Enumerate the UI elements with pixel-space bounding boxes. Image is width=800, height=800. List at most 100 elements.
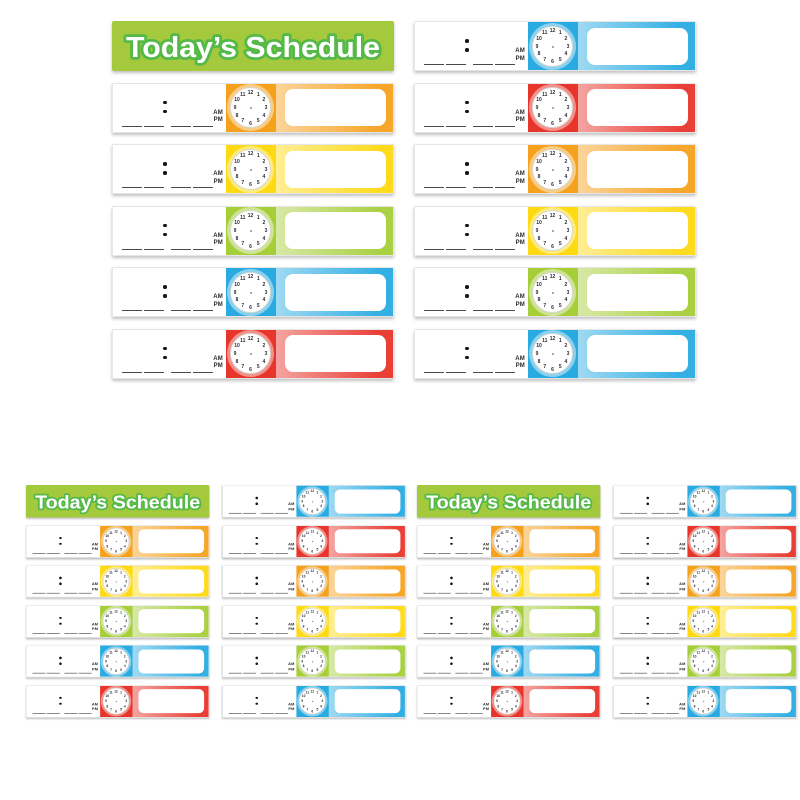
activity-write-space xyxy=(285,89,386,126)
clock-number: 8 xyxy=(693,544,696,549)
clock-center-dot xyxy=(551,168,554,171)
colon-dot xyxy=(646,622,649,625)
activity-label-area xyxy=(132,565,209,597)
time-blank-line xyxy=(634,592,648,594)
clock-number: 2 xyxy=(262,343,266,350)
clock-number: 4 xyxy=(711,624,713,629)
clock-number: 10 xyxy=(301,534,306,539)
clock-center-dot xyxy=(506,540,508,543)
clock-number: 6 xyxy=(249,366,252,373)
clock-number: 11 xyxy=(696,690,701,695)
time-blank-line xyxy=(64,672,78,674)
colon-dot xyxy=(163,223,167,227)
clock-face: 12 1 2 3 4 5 6 7 8 9 10 11 xyxy=(689,607,717,635)
clock-panel: 12 1 2 3 4 5 6 7 8 9 10 11 xyxy=(528,329,578,378)
schedule-strip-red: AM PM 12 1 2 3 4 5 6 7 8 9 10 11 xyxy=(26,684,210,718)
clock-number: 12 xyxy=(114,689,118,694)
schedule-strip-yellow: AM PM 12 1 2 3 4 5 6 7 8 9 10 11 xyxy=(613,604,797,638)
colon-dot xyxy=(646,662,649,665)
activity-label-area xyxy=(523,605,600,637)
time-blank-line xyxy=(634,512,648,514)
schedule-strip-red: AM PM 12 1 2 3 4 5 6 7 8 9 10 11 xyxy=(222,524,406,558)
time-blank-line xyxy=(665,592,679,594)
clock-panel: 12 1 2 3 4 5 6 7 8 9 10 11 xyxy=(226,206,276,255)
clock-center-dot xyxy=(311,660,314,663)
clock-number: 12 xyxy=(505,609,509,614)
ampm-labels: AM PM xyxy=(483,662,489,672)
clock-number: 12 xyxy=(701,569,706,574)
colon-dot xyxy=(450,576,453,579)
activity-label-area xyxy=(132,645,209,677)
colon-dot xyxy=(255,496,258,499)
activity-write-space xyxy=(529,529,596,554)
clock-number: 9 xyxy=(496,659,498,664)
time-blank-line xyxy=(469,632,483,634)
clock-center-dot xyxy=(115,660,117,663)
clock-number: 7 xyxy=(110,708,112,713)
clock-number: 3 xyxy=(321,579,324,584)
clock-number: 10 xyxy=(692,614,697,619)
activity-write-space xyxy=(587,335,688,372)
clock-number: 9 xyxy=(692,659,695,664)
clock-center-dot xyxy=(506,660,508,663)
clock-number: 1 xyxy=(316,530,319,535)
clock-number: 11 xyxy=(696,570,701,575)
am-label: AM xyxy=(91,542,99,547)
clock-number: 12 xyxy=(310,609,315,614)
clock-panel: 12 1 2 3 4 5 6 7 8 9 10 11 xyxy=(528,268,578,316)
clock-number: 5 xyxy=(558,302,562,309)
clock-center-dot xyxy=(249,107,252,110)
banner-title-art: Today’s Schedule xyxy=(424,490,593,515)
time-blank-line xyxy=(469,712,483,714)
ampm-labels: AM PM xyxy=(515,110,525,125)
am-label: AM xyxy=(213,109,223,116)
clock-number: 3 xyxy=(321,619,324,624)
clock-number: 1 xyxy=(707,530,710,535)
clock-number: 12 xyxy=(247,335,254,342)
time-blank-line xyxy=(495,371,515,373)
clock-number: 3 xyxy=(566,43,570,50)
clock-number: 2 xyxy=(262,281,266,288)
ampm-labels: AM PM xyxy=(483,622,489,632)
pm-label: PM xyxy=(679,707,686,712)
schedule-strip-blue: AM PM 12 1 2 3 4 5 6 7 8 9 10 11 xyxy=(414,328,696,379)
time-blank-line xyxy=(473,64,493,66)
clock-number: 5 xyxy=(120,668,122,673)
clock-panel: 12 1 2 3 4 5 6 7 8 9 10 11 xyxy=(296,605,329,637)
activity-write-space xyxy=(725,609,792,634)
clock-number: 6 xyxy=(702,709,705,714)
time-blank-line xyxy=(228,552,242,554)
clock-face: 12 1 2 3 4 5 6 7 8 9 10 11 xyxy=(531,271,573,313)
right-column: AM PM 12 1 2 3 4 5 6 7 8 9 10 11 AM PM 12 1 2 3 4 5 6 7 8 9 10 11 AM… xyxy=(222,485,406,725)
clock-number: 10 xyxy=(234,281,240,288)
clock-number: 4 xyxy=(320,704,322,709)
clock-number: 6 xyxy=(702,509,705,514)
clock-number: 4 xyxy=(564,51,568,58)
clock-number: 2 xyxy=(514,694,517,699)
activity-write-space xyxy=(587,150,688,188)
clock-number: 8 xyxy=(302,504,305,509)
clock-ring: 12 1 2 3 4 5 6 7 8 9 10 11 xyxy=(528,268,576,316)
time-blank-line xyxy=(122,371,142,373)
clock-number: 1 xyxy=(707,570,710,575)
clock-ring: 12 1 2 3 4 5 6 7 8 9 10 11 xyxy=(687,565,719,597)
colon-dot xyxy=(255,662,258,665)
clock-number: 9 xyxy=(535,289,539,296)
time-blank-line xyxy=(651,712,665,714)
clock-number: 11 xyxy=(696,490,701,495)
clock-number: 5 xyxy=(558,118,562,125)
pm-label: PM xyxy=(213,178,223,185)
time-blank-line xyxy=(619,712,633,714)
time-blank-line xyxy=(171,371,191,373)
clock-number: 8 xyxy=(235,235,239,242)
clock-number: 11 xyxy=(696,650,701,655)
clock-ring: 12 1 2 3 4 5 6 7 8 9 10 11 xyxy=(226,145,274,193)
activity-write-space xyxy=(529,649,596,674)
time-blank-line xyxy=(171,125,191,127)
ampm-labels: AM PM xyxy=(679,622,685,632)
clock-face: 12 1 2 3 4 5 6 7 8 9 10 11 xyxy=(493,647,521,675)
clock-number: 1 xyxy=(558,91,562,98)
clock-number: 3 xyxy=(516,619,519,624)
time-blank-line xyxy=(473,187,493,189)
time-blank-line xyxy=(455,592,469,594)
